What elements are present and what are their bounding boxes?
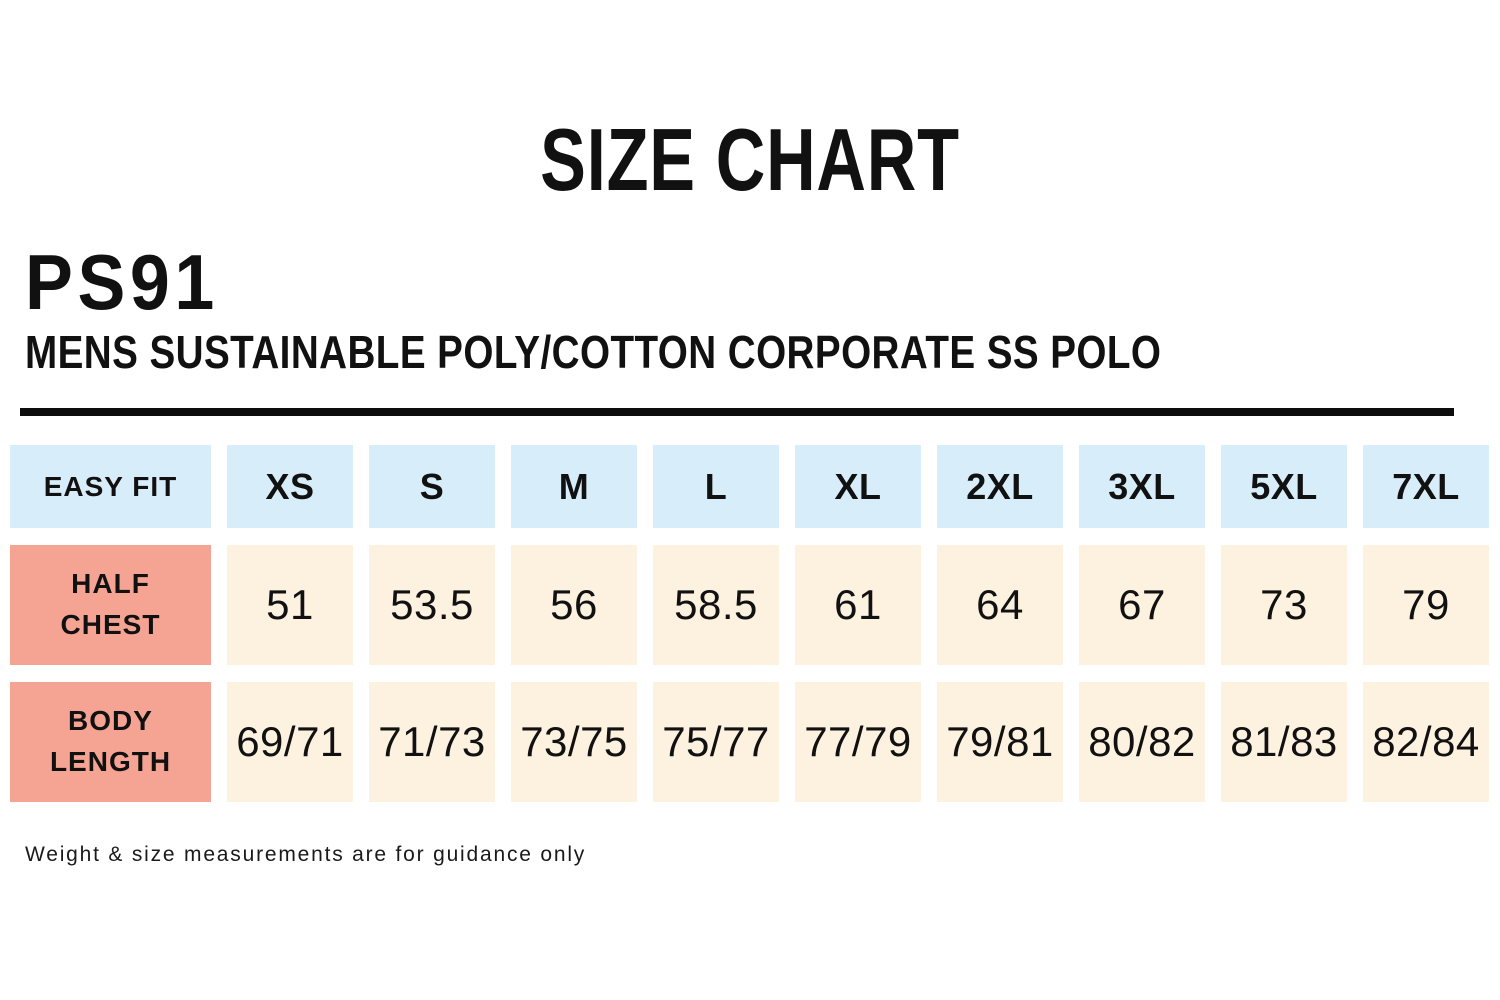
table-header-fit: EASY FIT bbox=[10, 445, 211, 528]
row-label-half-chest: HALF CHEST bbox=[10, 545, 211, 665]
half-chest-xs: 51 bbox=[227, 545, 353, 665]
product-code: PS91 bbox=[25, 238, 219, 326]
body-length-xl: 77/79 bbox=[795, 682, 921, 802]
page-title: SIZE CHART bbox=[540, 110, 960, 209]
table-header-size-3xl: 3XL bbox=[1079, 445, 1205, 528]
half-chest-5xl: 73 bbox=[1221, 545, 1347, 665]
table-header-size-7xl: 7XL bbox=[1363, 445, 1489, 528]
half-chest-xl: 61 bbox=[795, 545, 921, 665]
table-header-size-xs: XS bbox=[227, 445, 353, 528]
footer-note: Weight & size measurements are for guida… bbox=[25, 843, 587, 866]
body-length-l: 75/77 bbox=[653, 682, 779, 802]
body-length-s: 71/73 bbox=[369, 682, 495, 802]
divider-line bbox=[20, 408, 1454, 416]
table-header-size-m: M bbox=[511, 445, 637, 528]
table-header-size-5xl: 5XL bbox=[1221, 445, 1347, 528]
half-chest-l: 58.5 bbox=[653, 545, 779, 665]
product-name: MENS SUSTAINABLE POLY/COTTON CORPORATE S… bbox=[25, 326, 1162, 378]
body-length-m: 73/75 bbox=[511, 682, 637, 802]
half-chest-m: 56 bbox=[511, 545, 637, 665]
half-chest-3xl: 67 bbox=[1079, 545, 1205, 665]
half-chest-s: 53.5 bbox=[369, 545, 495, 665]
table-header-size-xl: XL bbox=[795, 445, 921, 528]
body-length-xs: 69/71 bbox=[227, 682, 353, 802]
half-chest-7xl: 79 bbox=[1363, 545, 1489, 665]
table-header-size-2xl: 2XL bbox=[937, 445, 1063, 528]
body-length-3xl: 80/82 bbox=[1079, 682, 1205, 802]
body-length-2xl: 79/81 bbox=[937, 682, 1063, 802]
table-header-size-l: L bbox=[653, 445, 779, 528]
row-label-body-length: BODY LENGTH bbox=[10, 682, 211, 802]
table-header-size-s: S bbox=[369, 445, 495, 528]
body-length-5xl: 81/83 bbox=[1221, 682, 1347, 802]
half-chest-2xl: 64 bbox=[937, 545, 1063, 665]
size-table: EASY FIT XS S M L XL 2XL 3XL 5XL 7XL HAL… bbox=[10, 445, 1489, 802]
body-length-7xl: 82/84 bbox=[1363, 682, 1489, 802]
